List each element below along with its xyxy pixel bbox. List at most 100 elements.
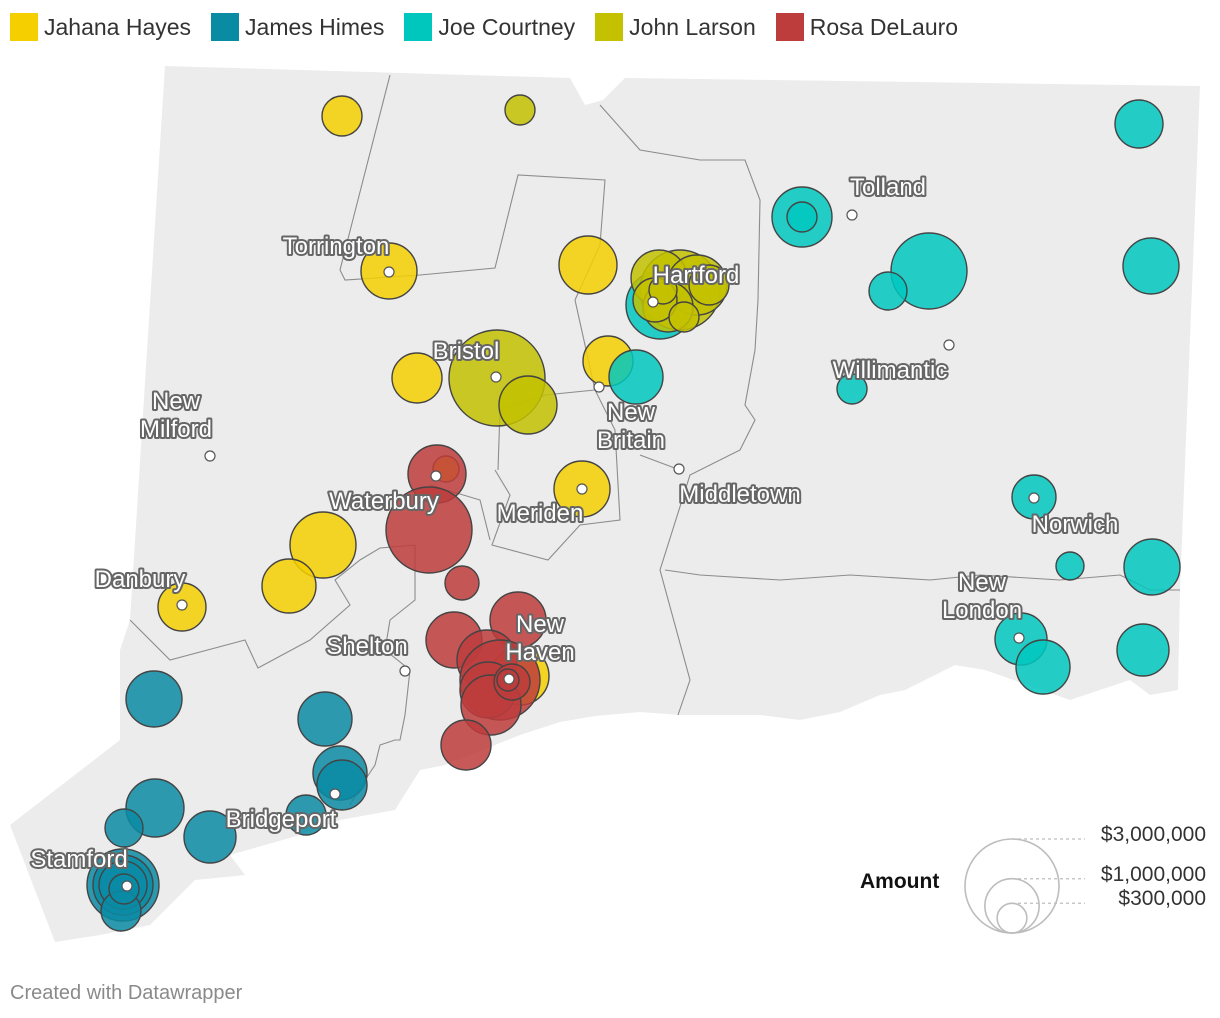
bubble[interactable] xyxy=(504,94,536,126)
city-dot xyxy=(121,880,133,892)
legend-item-jahana-hayes[interactable]: Jahana Hayes xyxy=(10,13,191,41)
bubble[interactable] xyxy=(648,275,678,305)
bubble[interactable] xyxy=(1015,639,1071,695)
city-dot xyxy=(490,371,502,383)
city-label-line: Meriden xyxy=(497,500,584,527)
legend-label: Rosa DeLauro xyxy=(809,13,959,40)
city-label: Bridgeport xyxy=(226,806,337,833)
boundary-line xyxy=(639,454,681,471)
bubble[interactable] xyxy=(440,719,492,771)
size-legend-circle xyxy=(984,877,1040,934)
legend-item-joe-courtney[interactable]: Joe Courtney xyxy=(404,13,575,41)
bubble[interactable] xyxy=(890,232,968,310)
bubble[interactable] xyxy=(1055,551,1085,581)
city-label-line: New xyxy=(516,611,565,638)
legend-swatch xyxy=(775,13,804,41)
size-legend-label: $300,000 xyxy=(1118,887,1206,910)
city-label: Hartford xyxy=(653,262,740,289)
bubble[interactable] xyxy=(608,349,664,405)
boundary-line xyxy=(349,545,416,806)
legend-swatch xyxy=(211,13,240,41)
bubble[interactable] xyxy=(868,271,908,311)
city-label: Torrington xyxy=(283,233,390,260)
legend-swatch xyxy=(595,13,624,41)
legend-label: James Himes xyxy=(245,13,385,40)
city-label: Willimantic xyxy=(833,357,948,384)
city-label-line: New xyxy=(152,388,201,415)
city-labels: Tolland Torrington Hartford Willimantic Bris… xyxy=(28,172,1120,875)
bubble[interactable] xyxy=(289,511,357,579)
legend-swatch xyxy=(10,13,38,41)
city-label-line: Milford xyxy=(140,416,212,443)
city-dot xyxy=(399,665,411,677)
bubble[interactable] xyxy=(183,810,237,864)
city-label-line: Stamford xyxy=(30,846,127,873)
city-dot xyxy=(943,339,955,351)
city-label: New Haven xyxy=(505,611,574,666)
city-label-line: Torrington xyxy=(283,233,390,260)
bubble[interactable] xyxy=(836,373,868,405)
city-label-line: Danbury xyxy=(95,566,186,593)
bubble[interactable] xyxy=(297,691,353,747)
city-label: New London xyxy=(942,569,1022,624)
bubble[interactable] xyxy=(1122,237,1180,295)
boundary-line xyxy=(339,74,606,301)
legend-item-john-larson[interactable]: John Larson xyxy=(595,13,756,41)
bubble[interactable] xyxy=(125,670,183,728)
city-label-line: New xyxy=(958,569,1007,596)
bubble[interactable] xyxy=(391,352,443,404)
city-dot xyxy=(647,296,659,308)
city-dot xyxy=(1028,492,1040,504)
credit-text: Created with Datawrapper xyxy=(10,982,243,1004)
city-dot xyxy=(576,483,588,495)
size-legend-title: Amount xyxy=(860,870,939,893)
city-label-line: Norwich xyxy=(1032,511,1119,538)
legend-item-james-himes[interactable]: James Himes xyxy=(211,13,384,41)
bubble[interactable] xyxy=(104,808,144,848)
bubble[interactable] xyxy=(321,95,363,137)
city-label-line: Hartford xyxy=(653,262,740,289)
bubble[interactable] xyxy=(385,486,473,574)
city-label: Middletown xyxy=(679,481,800,508)
city-label-line: Willimantic xyxy=(833,357,948,384)
legend-item-rosa-delauro[interactable]: Rosa DeLauro xyxy=(775,13,959,41)
city-label: Waterbury xyxy=(329,488,439,515)
city-dots xyxy=(121,209,1040,892)
bubble[interactable] xyxy=(498,375,558,435)
bubble[interactable] xyxy=(285,794,327,836)
legend-label: Jahana Hayes xyxy=(44,13,192,40)
bubble[interactable] xyxy=(688,264,730,306)
bubble[interactable] xyxy=(1114,99,1164,149)
city-dot xyxy=(1013,632,1025,644)
size-legend-label: $3,000,000 xyxy=(1101,823,1206,846)
bubble[interactable] xyxy=(1123,538,1181,596)
size-legend-label: $1,000,000 xyxy=(1101,863,1206,886)
bubble[interactable] xyxy=(444,565,480,601)
legend-label: Joe Courtney xyxy=(438,13,576,40)
boundary-line xyxy=(599,104,761,716)
bubble[interactable] xyxy=(1116,623,1170,677)
bubble[interactable] xyxy=(558,235,618,295)
city-label: New Britain xyxy=(597,399,665,454)
city-dot xyxy=(204,450,216,462)
city-label: Meriden xyxy=(497,500,584,527)
city-label: Danbury xyxy=(95,566,186,593)
boundary-line xyxy=(129,544,416,669)
city-label-line: Haven xyxy=(505,639,574,666)
city-dot xyxy=(176,599,188,611)
city-dot xyxy=(329,788,341,800)
city-label-line: Britain xyxy=(597,427,665,454)
city-dot xyxy=(383,266,395,278)
city-label: Tolland xyxy=(850,174,926,201)
city-label-line: Waterbury xyxy=(329,488,439,515)
bubble[interactable] xyxy=(786,201,818,233)
bubble[interactable] xyxy=(261,558,317,614)
city-label: Bristol xyxy=(433,338,500,365)
city-dot xyxy=(593,381,605,393)
city-label-line: Shelton xyxy=(326,633,407,660)
bubble[interactable] xyxy=(668,301,700,333)
size-legend-circle xyxy=(964,838,1060,934)
bubble[interactable] xyxy=(316,759,368,811)
city-label-line: Tolland xyxy=(850,174,926,201)
